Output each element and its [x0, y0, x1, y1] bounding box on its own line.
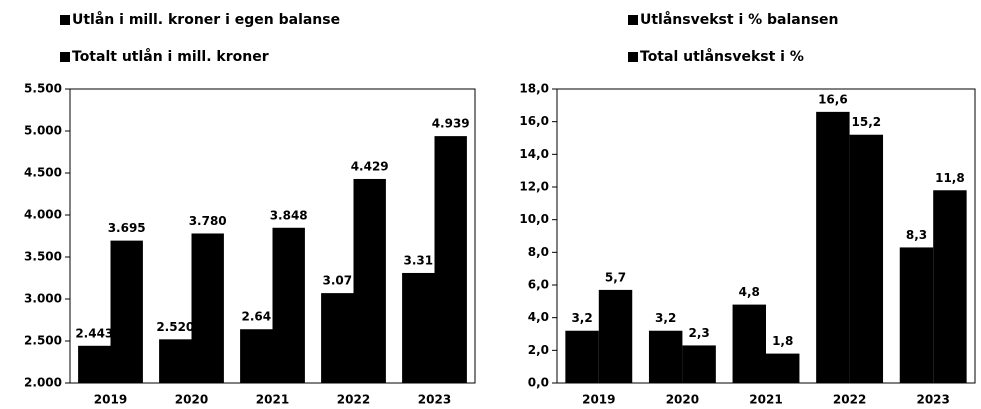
value-label: 3.31	[403, 253, 433, 267]
y-tick-label: 3.000	[24, 292, 62, 306]
value-label: 2.443	[75, 326, 113, 340]
x-tick-label: 2019	[94, 393, 127, 407]
y-tick-label: 3.500	[24, 250, 62, 264]
y-tick-label: 14,0	[519, 147, 549, 161]
bar	[402, 272, 435, 383]
value-label: 3,2	[571, 311, 592, 325]
value-label: 2.520	[156, 320, 194, 334]
legend-swatch	[60, 52, 70, 62]
legend-label: Utlån i mill. kroner i egen balanse	[72, 11, 340, 28]
y-tick-label: 4,0	[528, 310, 549, 324]
bar	[598, 289, 633, 383]
x-tick-label: 2023	[418, 393, 451, 407]
bar	[353, 178, 386, 383]
y-tick-label: 2.500	[24, 334, 62, 348]
x-tick-label: 2021	[749, 393, 782, 407]
bar	[648, 330, 683, 383]
value-label: 16,6	[818, 92, 848, 106]
value-label: 2.64	[241, 310, 271, 324]
y-tick-label: 12,0	[519, 180, 549, 194]
bar	[159, 339, 192, 383]
bar	[434, 136, 467, 383]
y-tick-label: 5.000	[24, 124, 62, 138]
x-tick-label: 2019	[582, 393, 615, 407]
x-tick-label: 2020	[175, 393, 208, 407]
value-label: 3.848	[270, 208, 308, 222]
value-label: 5,7	[605, 270, 626, 284]
value-label: 11,8	[935, 171, 965, 185]
y-tick-label: 10,0	[519, 212, 549, 226]
bar	[78, 345, 111, 383]
x-tick-label: 2020	[666, 393, 699, 407]
value-label: 3.780	[189, 214, 227, 228]
value-label: 1,8	[772, 334, 793, 348]
bar	[849, 134, 884, 383]
bar	[899, 247, 934, 383]
legend-swatch	[60, 15, 70, 25]
y-tick-label: 16,0	[519, 114, 549, 128]
value-label: 3.07	[322, 274, 352, 288]
value-label: 15,2	[852, 115, 882, 129]
legend-label: Total utlånsvekst i %	[640, 48, 804, 65]
value-label: 4,8	[739, 285, 760, 299]
x-tick-label: 2022	[337, 393, 370, 407]
value-label: 4.939	[432, 117, 470, 131]
x-tick-label: 2021	[256, 393, 289, 407]
bar	[732, 304, 766, 383]
y-tick-label: 18,0	[519, 82, 549, 96]
bar	[933, 190, 967, 383]
bar	[682, 345, 716, 383]
bar	[191, 233, 224, 383]
x-tick-label: 2023	[916, 393, 949, 407]
y-tick-label: 4.500	[24, 166, 62, 180]
value-label: 3.695	[108, 221, 146, 235]
y-tick-label: 2.000	[24, 376, 62, 390]
bar	[321, 293, 354, 383]
legend-swatch	[628, 52, 638, 62]
y-tick-label: 5.500	[24, 82, 62, 96]
value-label: 2,3	[688, 326, 709, 340]
value-label: 3,2	[655, 311, 676, 325]
bar	[565, 330, 599, 383]
legend-swatch	[628, 15, 638, 25]
bar	[816, 111, 850, 383]
y-tick-label: 0,0	[528, 376, 549, 390]
bar	[272, 227, 305, 383]
y-tick-label: 6,0	[528, 278, 549, 292]
bar	[110, 240, 143, 383]
x-tick-label: 2022	[833, 393, 866, 407]
y-tick-label: 4.000	[24, 208, 62, 222]
value-label: 8,3	[906, 228, 927, 242]
y-tick-label: 2,0	[528, 343, 549, 357]
value-label: 4.429	[351, 159, 389, 173]
bar	[240, 329, 273, 383]
legend-label: Totalt utlån i mill. kroner	[72, 48, 269, 65]
legend-label: Utlånsvekst i % balansen	[640, 11, 839, 28]
y-tick-label: 8,0	[528, 245, 549, 259]
bar	[766, 353, 800, 383]
